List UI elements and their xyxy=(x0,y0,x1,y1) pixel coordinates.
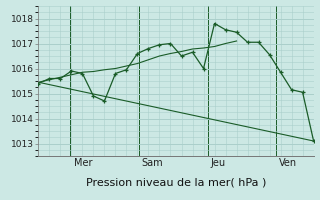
Text: Sam: Sam xyxy=(142,158,163,168)
Text: Ven: Ven xyxy=(279,158,297,168)
X-axis label: Pression niveau de la mer( hPa ): Pression niveau de la mer( hPa ) xyxy=(86,177,266,187)
Text: Jeu: Jeu xyxy=(211,158,226,168)
Text: Mer: Mer xyxy=(74,158,93,168)
